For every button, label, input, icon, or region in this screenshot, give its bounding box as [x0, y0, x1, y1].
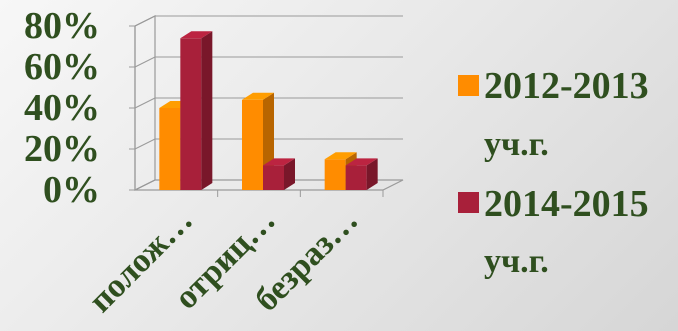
bar-2-2 [263, 158, 295, 190]
bar-top [180, 31, 213, 39]
legend-swatch-series-1 [458, 75, 479, 96]
gridline-diagonal [134, 179, 156, 191]
bar-front [159, 108, 181, 190]
gridline-diagonal [134, 56, 156, 68]
bar-side [201, 31, 213, 190]
bar-front [242, 99, 263, 190]
bar-front [345, 165, 367, 190]
bar-top [345, 158, 378, 166]
gridline-diagonal [134, 97, 156, 109]
bar-side [366, 158, 378, 190]
bar-front [180, 38, 202, 190]
bar-2-3 [345, 158, 378, 190]
y-tick-label: 80% [24, 5, 100, 47]
legend-label-series-2-line2: уч.г. [484, 243, 549, 280]
bar-top [242, 92, 274, 100]
legend-label-series-1-line1: 2012-2013 [484, 65, 649, 107]
y-tick-label: 40% [24, 87, 100, 129]
gridline-diagonal [134, 15, 156, 27]
bar-2-1 [180, 31, 213, 190]
bars [159, 31, 378, 190]
y-tick-label: 0% [43, 169, 100, 211]
legend-label-series-2-line1: 2014-2015 [484, 183, 649, 225]
gridline-diagonal [134, 138, 156, 150]
y-tick-label: 20% [24, 128, 100, 170]
bar-front [324, 159, 346, 190]
bar-top [324, 152, 357, 160]
bar-side [284, 158, 295, 190]
legend-swatch-series-2 [458, 192, 479, 213]
bar-top [263, 158, 295, 166]
x-axis-categories: полож…отриц…безраз… [82, 201, 365, 319]
bar-front [263, 165, 284, 190]
legend: 2012-2013 уч.г. 2014-2015 уч.г. [458, 65, 649, 280]
y-axis-ticks: 0%20%40%60%80% [24, 5, 100, 211]
legend-label-series-1-line2: уч.г. [484, 126, 549, 163]
y-tick-label: 60% [24, 46, 100, 88]
